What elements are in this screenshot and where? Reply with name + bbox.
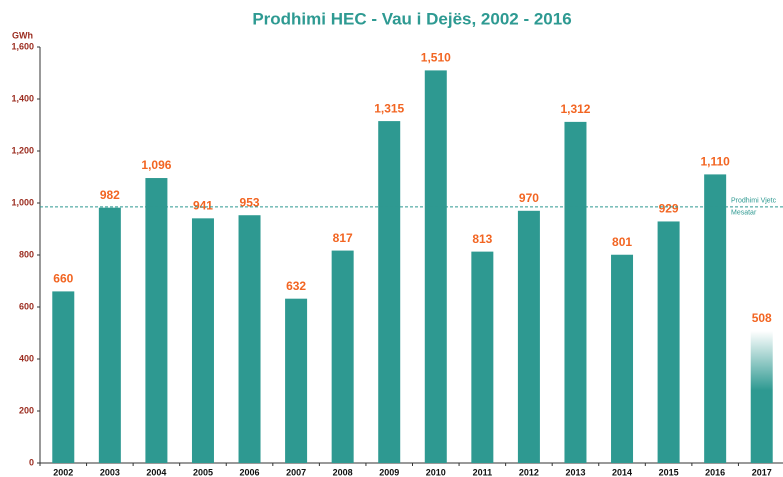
value-label: 1,312 — [560, 102, 590, 116]
value-label: 982 — [100, 188, 120, 202]
bar — [471, 251, 494, 463]
y-tick-label: 1,600 — [11, 41, 34, 51]
x-tick-label: 2015 — [659, 467, 679, 477]
value-label: 660 — [53, 272, 73, 286]
x-tick-label: 2017 — [752, 467, 772, 477]
value-label: 817 — [333, 231, 353, 245]
bar — [191, 218, 214, 463]
y-tick-label: 1,400 — [11, 93, 34, 103]
bar — [750, 330, 773, 463]
bar — [331, 250, 354, 463]
bar — [52, 291, 75, 463]
value-label: 1,315 — [374, 101, 404, 115]
x-tick-label: 2010 — [426, 467, 446, 477]
value-label: 813 — [472, 232, 492, 246]
value-label: 941 — [193, 199, 213, 213]
bar — [611, 254, 634, 463]
value-label: 953 — [240, 195, 260, 209]
value-label: 1,096 — [141, 158, 171, 172]
value-label: 929 — [659, 202, 679, 216]
y-axis-label: GWh — [12, 30, 33, 40]
bar — [424, 70, 447, 464]
y-tick-label: 800 — [19, 249, 34, 259]
x-tick-label: 2006 — [240, 467, 260, 477]
chart-title: Prodhimi HEC - Vau i Dejës, 2002 - 2016 — [252, 9, 571, 28]
bar — [378, 121, 401, 463]
x-tick-label: 2014 — [612, 467, 632, 477]
x-tick-label: 2013 — [565, 467, 585, 477]
bar — [657, 221, 680, 463]
y-tick-label: 400 — [19, 353, 34, 363]
y-tick-label: 0 — [29, 457, 34, 467]
x-tick-label: 2012 — [519, 467, 539, 477]
y-tick-label: 600 — [19, 301, 34, 311]
bar — [564, 121, 587, 463]
x-tick-label: 2009 — [379, 467, 399, 477]
x-tick-label: 2011 — [473, 467, 493, 477]
x-tick-label: 2008 — [333, 467, 353, 477]
bar — [517, 210, 540, 463]
value-label: 508 — [752, 311, 772, 325]
x-tick-label: 2002 — [53, 467, 73, 477]
y-tick-label: 1,200 — [11, 145, 34, 155]
x-tick-label: 2016 — [705, 467, 725, 477]
y-tick-label: 1,000 — [11, 197, 34, 207]
average-label: Mesatar — [731, 210, 757, 217]
x-tick-label: 2004 — [146, 467, 166, 477]
average-label: Prodhimi Vjetc — [731, 198, 777, 205]
value-label: 970 — [519, 191, 539, 205]
x-tick-label: 2003 — [100, 467, 120, 477]
bar — [145, 178, 168, 464]
bar — [285, 298, 308, 463]
value-label: 801 — [612, 235, 632, 249]
bar — [704, 174, 727, 463]
x-tick-label: 2007 — [286, 467, 306, 477]
bar — [98, 207, 121, 463]
x-tick-label: 2005 — [193, 467, 213, 477]
value-label: 1,510 — [421, 51, 451, 65]
bar — [238, 215, 261, 463]
y-tick-label: 200 — [19, 405, 34, 415]
value-label: 632 — [286, 279, 306, 293]
value-label: 1,110 — [700, 155, 730, 169]
